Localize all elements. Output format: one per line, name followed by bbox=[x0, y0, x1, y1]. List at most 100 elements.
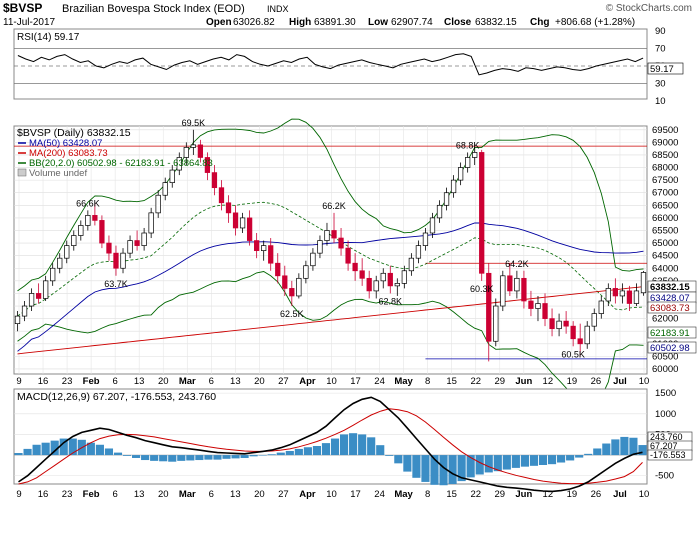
macd-histogram-bar bbox=[240, 455, 249, 458]
candle-body bbox=[619, 290, 626, 297]
candle bbox=[429, 212, 436, 239]
macd-histogram-bar bbox=[276, 452, 285, 456]
rsi-y-tick: 70 bbox=[655, 44, 666, 55]
candle bbox=[28, 288, 35, 312]
candle bbox=[640, 270, 647, 296]
candle-body bbox=[148, 212, 154, 234]
candle bbox=[57, 253, 63, 274]
x-axis-label: Feb bbox=[83, 376, 100, 387]
macd-histogram-bar bbox=[303, 447, 312, 456]
candle bbox=[246, 210, 253, 246]
candle bbox=[310, 248, 316, 271]
price-value-tag: 60502.98 bbox=[647, 341, 697, 354]
candle bbox=[176, 152, 182, 176]
x-axis-label: 6 bbox=[209, 489, 214, 500]
legend-swatch bbox=[17, 168, 27, 177]
x-axis-label: 24 bbox=[374, 489, 385, 500]
candle bbox=[359, 258, 365, 286]
x-axis-label: 13 bbox=[134, 489, 145, 500]
price-value-tag-text: 60502.98 bbox=[650, 343, 690, 354]
candle bbox=[303, 260, 309, 284]
price-value-tag-text: 63832.15 bbox=[650, 282, 690, 293]
price-panel: 66.6K 63.7K 69.5K 62.5K 66.2K 62.8K 68.8K 60.3K… bbox=[13, 118, 697, 407]
ohlc-close-label: Close bbox=[444, 17, 472, 28]
candle bbox=[612, 278, 618, 304]
candle bbox=[549, 308, 555, 337]
x-axis-label: 23 bbox=[62, 376, 73, 387]
candle bbox=[261, 240, 267, 261]
ohlc-high-value: 63891.30 bbox=[314, 17, 356, 28]
x-axis-label: 13 bbox=[230, 376, 241, 387]
header-date: 11-Jul-2017 bbox=[3, 17, 56, 28]
candle-body bbox=[570, 325, 576, 340]
macd-histogram-bar bbox=[557, 455, 566, 463]
legend-entry: BB(20,2.0) 60502.98 - 62183.91 - 63864.8… bbox=[29, 158, 213, 169]
macd-histogram-bar bbox=[629, 437, 638, 456]
macd-histogram-bar bbox=[376, 445, 385, 456]
candle-body bbox=[563, 320, 569, 327]
candle-body bbox=[120, 252, 126, 269]
price-y-tick: 68500 bbox=[652, 150, 678, 161]
candle-body bbox=[78, 225, 84, 236]
macd-histogram-bar bbox=[168, 455, 177, 462]
candle bbox=[422, 227, 429, 251]
candle bbox=[50, 263, 56, 286]
candle bbox=[387, 265, 393, 294]
price-y-tick: 66500 bbox=[652, 200, 678, 211]
macd-histogram-bar bbox=[312, 446, 322, 456]
bb-lower-line bbox=[17, 271, 644, 407]
x-axis-label: 26 bbox=[591, 376, 602, 387]
price-y-tick: 68000 bbox=[652, 163, 678, 174]
candle-body bbox=[387, 272, 393, 287]
candle bbox=[148, 207, 154, 239]
x-axis-label: 20 bbox=[158, 376, 169, 387]
ohlc-low-label: Low bbox=[368, 17, 388, 28]
candle bbox=[14, 311, 21, 332]
candle-body bbox=[345, 247, 351, 264]
macd-histogram-bar bbox=[23, 448, 32, 456]
macd-histogram-bar bbox=[430, 455, 439, 485]
candle-body bbox=[457, 167, 464, 181]
macd-histogram-bar bbox=[321, 443, 331, 456]
ohlc-open-label: Open bbox=[206, 17, 232, 28]
candle bbox=[21, 300, 28, 322]
candle-body bbox=[71, 235, 77, 246]
price-annotation: 66.6K bbox=[76, 198, 100, 208]
price-annotation: 60.3K bbox=[470, 284, 494, 294]
candle bbox=[443, 187, 450, 211]
macd-histogram-bar bbox=[231, 455, 240, 459]
macd-histogram-bar bbox=[195, 455, 204, 461]
macd-histogram-bar bbox=[14, 453, 23, 456]
price-y-tick: 67500 bbox=[652, 175, 678, 186]
candle-body bbox=[577, 338, 583, 345]
candle-body bbox=[239, 217, 246, 229]
candle bbox=[71, 230, 77, 251]
macd-histogram-bar bbox=[330, 438, 340, 456]
macd-histogram-bar bbox=[593, 448, 602, 456]
candle bbox=[352, 253, 358, 281]
candle-body bbox=[486, 272, 492, 342]
candle-body bbox=[127, 240, 133, 254]
macd-histogram-bar bbox=[421, 455, 430, 482]
candle-body bbox=[408, 257, 415, 272]
candle bbox=[99, 215, 105, 249]
macd-histogram-bar bbox=[502, 455, 511, 470]
macd-histogram-bar bbox=[412, 455, 421, 478]
price-y-tick: 69500 bbox=[652, 125, 678, 136]
ohlc-open-value: 63026.82 bbox=[233, 17, 275, 28]
candle-body bbox=[14, 315, 21, 324]
candle bbox=[619, 283, 626, 304]
x-axis-label: 17 bbox=[350, 489, 361, 500]
price-value-tag-text: 63428.07 bbox=[650, 293, 690, 304]
macd-histogram-bar bbox=[285, 450, 294, 456]
bb-upper-line bbox=[17, 118, 644, 292]
candle bbox=[204, 152, 211, 181]
candle bbox=[155, 190, 161, 218]
macd-y-tick: 1000 bbox=[655, 409, 676, 420]
macd-histogram-bar bbox=[538, 455, 548, 465]
rsi-y-tick: 90 bbox=[655, 26, 666, 37]
macd-histogram-bar bbox=[439, 455, 448, 486]
ohlc-chg-value: +806.68 (+1.28%) bbox=[555, 17, 635, 28]
candle bbox=[598, 295, 604, 319]
macd-histogram-bar bbox=[520, 455, 529, 467]
